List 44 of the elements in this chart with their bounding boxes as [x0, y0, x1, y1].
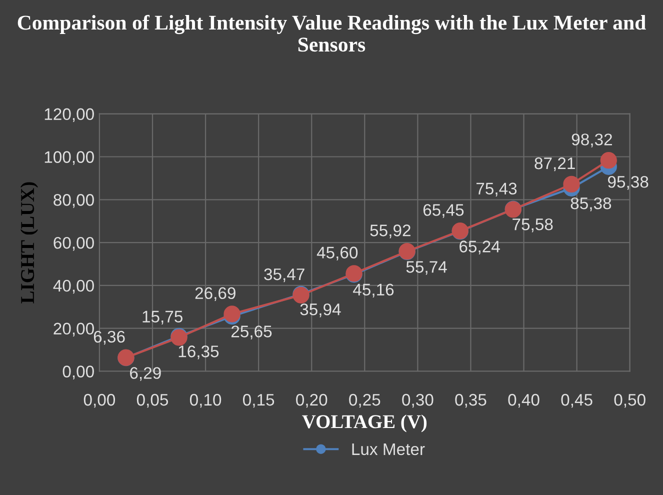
- data-label: 98,32: [572, 134, 612, 148]
- point: [600, 152, 617, 169]
- x-tick-label: 0,10: [190, 394, 222, 408]
- x-tick-label: 0,15: [243, 394, 274, 408]
- data-label: 55,92: [370, 224, 410, 238]
- data-label: 75,58: [512, 218, 553, 232]
- data-label: 6,29: [130, 367, 161, 381]
- x-tick-label: 0,00: [84, 394, 116, 408]
- point: [563, 176, 580, 193]
- x-tick-label: 0,20: [296, 394, 328, 408]
- data-label: 75,43: [476, 182, 517, 196]
- data-label: 87,21: [534, 157, 575, 172]
- data-label: 65,24: [460, 240, 500, 254]
- x-tick-label: 0,40: [508, 394, 540, 408]
- data-label: 35,47: [264, 268, 304, 282]
- data-label: 95,38: [608, 176, 648, 190]
- x-tick-label: 0,45: [561, 394, 592, 408]
- data-label: 15,75: [142, 310, 182, 324]
- data-label: 25,65: [231, 326, 272, 340]
- x-tick-label: 0,50: [614, 394, 646, 408]
- chart-title: Comparison of Light Intensity Value Readings with the Lux Meter and Sensors: [18, 14, 646, 52]
- data-label: 45,16: [353, 284, 394, 298]
- y-tick-label: 20,00: [54, 322, 94, 337]
- data-label: 45,60: [316, 246, 358, 260]
- y-tick-label: 80,00: [54, 194, 94, 208]
- y-tick-label: 40,00: [53, 280, 94, 294]
- y-tick-label: 0,00: [62, 366, 94, 380]
- data-label: 85,38: [570, 197, 612, 212]
- x-tick-label: 0,25: [349, 394, 380, 408]
- data-label: 26,69: [195, 287, 236, 301]
- data-label: 55,74: [406, 261, 447, 275]
- legend-label: Lux Meter: [352, 443, 425, 456]
- data-label: 6,36: [94, 330, 125, 345]
- x-tick-label: 0,35: [455, 394, 486, 408]
- y-tick-label: 60,00: [54, 236, 94, 251]
- data-label: 35,94: [300, 303, 341, 318]
- x-axis-title: VOLTAGE (V): [302, 414, 427, 432]
- data-label: 65,45: [423, 204, 464, 218]
- y-tick-label: 100,00: [44, 151, 94, 165]
- y-tick-label: 120,00: [44, 108, 94, 122]
- x-tick-label: 0,30: [402, 394, 434, 408]
- x-tick-label: 0,05: [136, 394, 168, 408]
- y-axis-title: LIGHT (LUX): [20, 182, 38, 304]
- data-label: 16,35: [178, 346, 219, 360]
